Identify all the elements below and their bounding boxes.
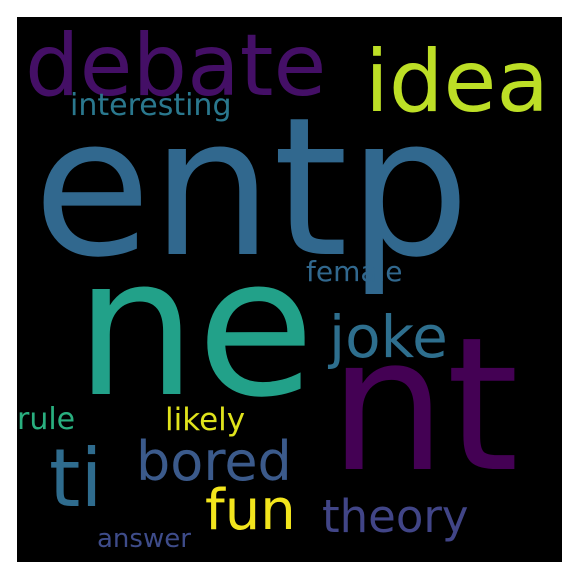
word-cloud: entp ne nt debate idea interesting femal… — [17, 17, 562, 562]
word-theory: theory — [322, 490, 469, 543]
word-idea: idea — [365, 32, 550, 132]
word-interesting: interesting — [70, 88, 232, 123]
word-debate: debate — [25, 17, 327, 116]
word-bored: bored — [136, 430, 292, 493]
word-likely: likely — [165, 402, 246, 438]
word-ti: ti — [49, 432, 103, 525]
word-joke: joke — [329, 303, 448, 371]
word-female: female — [306, 255, 403, 288]
word-nt: nt — [329, 297, 519, 513]
word-ne: ne — [75, 217, 315, 440]
word-fun: fun — [205, 478, 296, 543]
word-entp: entp — [33, 77, 470, 300]
word-answer: answer — [97, 524, 191, 554]
word-rule: rule — [17, 402, 76, 437]
